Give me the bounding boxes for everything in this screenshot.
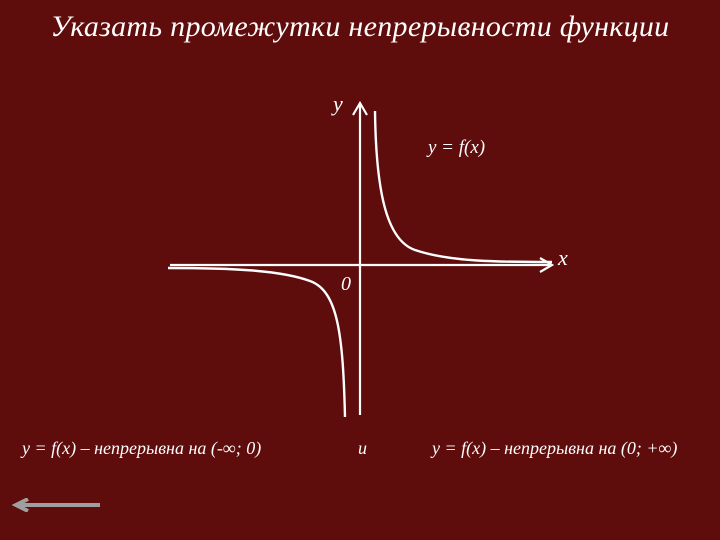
slide-root: Указать промежутки непрерывности функции… xyxy=(0,0,720,540)
caption-right: y = f(x) – непрерывна на (0; +∞) xyxy=(432,438,677,459)
x-axis-label: x xyxy=(558,245,568,271)
slide-title: Указать промежутки непрерывности функции xyxy=(0,10,720,44)
origin-label: 0 xyxy=(341,273,351,296)
nav-back-arrow[interactable] xyxy=(12,498,102,512)
y-axis-label: y xyxy=(333,91,343,117)
chart-svg xyxy=(160,95,560,425)
function-label: y = f(x) xyxy=(428,137,485,159)
caption-left: y = f(x) – непрерывна на (-∞; 0) xyxy=(22,438,261,459)
function-chart: y x y = f(x) 0 xyxy=(160,95,560,425)
curve-right-branch xyxy=(375,111,552,262)
caption-and: и xyxy=(358,438,367,459)
curve-left-branch xyxy=(168,268,345,417)
arrow-left-icon xyxy=(12,498,102,512)
